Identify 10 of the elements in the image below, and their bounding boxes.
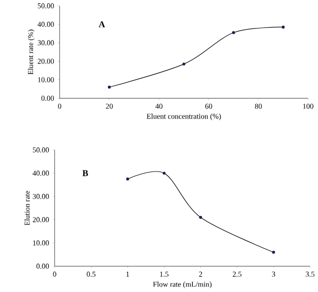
point xyxy=(272,250,276,254)
point xyxy=(282,26,285,29)
annotation: A xyxy=(98,22,106,28)
point xyxy=(232,31,236,34)
point xyxy=(162,172,166,175)
point xyxy=(126,178,130,181)
point xyxy=(182,62,186,66)
point xyxy=(108,86,111,89)
annotation: B xyxy=(82,170,88,176)
point xyxy=(199,216,202,220)
